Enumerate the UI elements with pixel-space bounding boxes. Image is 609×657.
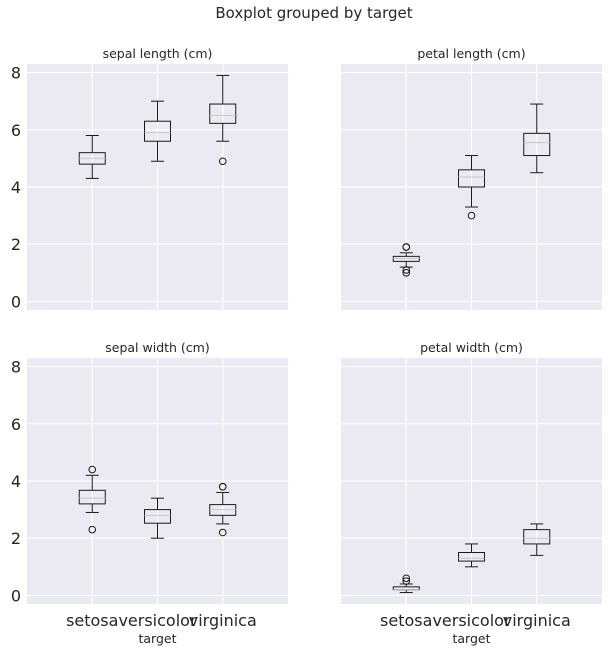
y-tick-label: 0 [11,586,21,605]
panel-2: petal length (cm) [341,46,602,310]
box-virginica [209,482,237,537]
box-iqr [78,489,106,505]
box-virginica [209,74,237,166]
box-iqr [209,103,237,124]
panel-title: petal width (cm) [420,340,523,355]
box-setosa [78,465,106,534]
x-tick-label: setosa [66,611,118,630]
outlier-point [88,525,97,534]
outlier-point [218,157,227,166]
box-iqr [144,509,171,524]
panel-title: sepal width (cm) [105,340,209,355]
box-versicolor [144,497,171,539]
outlier-point [402,243,411,251]
y-tick-label: 8 [11,64,21,83]
box-virginica [523,103,551,174]
box-iqr [458,552,485,562]
y-tick-label: 4 [11,472,21,491]
x-axis-label: target [138,631,176,646]
chart-title: Boxplot grouped by target [215,4,412,22]
y-tick-label: 6 [11,121,21,140]
box-virginica [523,523,551,556]
box-setosa [392,243,420,277]
outlier-point [218,528,227,537]
box-iqr [458,169,485,188]
box-setosa [392,574,420,594]
outlier-point [402,266,411,274]
y-tick-label: 4 [11,178,21,197]
box-setosa [78,135,106,179]
outlier-point [402,574,411,583]
x-axis-label: target [452,631,490,646]
box-versicolor [144,100,171,162]
box-versicolor [458,155,485,220]
outlier-point [402,577,411,585]
panel-4: petal width (cm) setosa versicolorvirginic… [341,340,602,646]
box-iqr [523,132,551,157]
y-tick-label: 8 [11,358,21,377]
box-iqr [523,529,551,545]
box-iqr [144,120,171,142]
x-tick-label: setosa [380,611,432,630]
x-tick-label: virginica [189,611,257,630]
outlier-point [88,465,97,474]
y-tick-label: 6 [11,415,21,434]
outlier-point [218,482,227,491]
panel-1: sepal length (cm) 0 2 4 6 8 [11,46,288,311]
panel-3: sepal width (cm) 0 2 4 6 8 setosa versicolorvir… [11,340,288,646]
y-tick-label: 0 [11,292,21,311]
x-tick-label: versicolor [432,611,510,630]
box-versicolor [458,543,485,568]
x-tick-label: versicolor [118,611,196,630]
panel-title: sepal length (cm) [103,46,213,61]
x-tick-label: virginica [503,611,571,630]
outlier-point [467,211,476,220]
outlier-point [402,269,411,277]
y-tick-label: 2 [11,235,21,254]
y-tick-label: 2 [11,529,21,548]
panel-title: petal length (cm) [417,46,525,61]
